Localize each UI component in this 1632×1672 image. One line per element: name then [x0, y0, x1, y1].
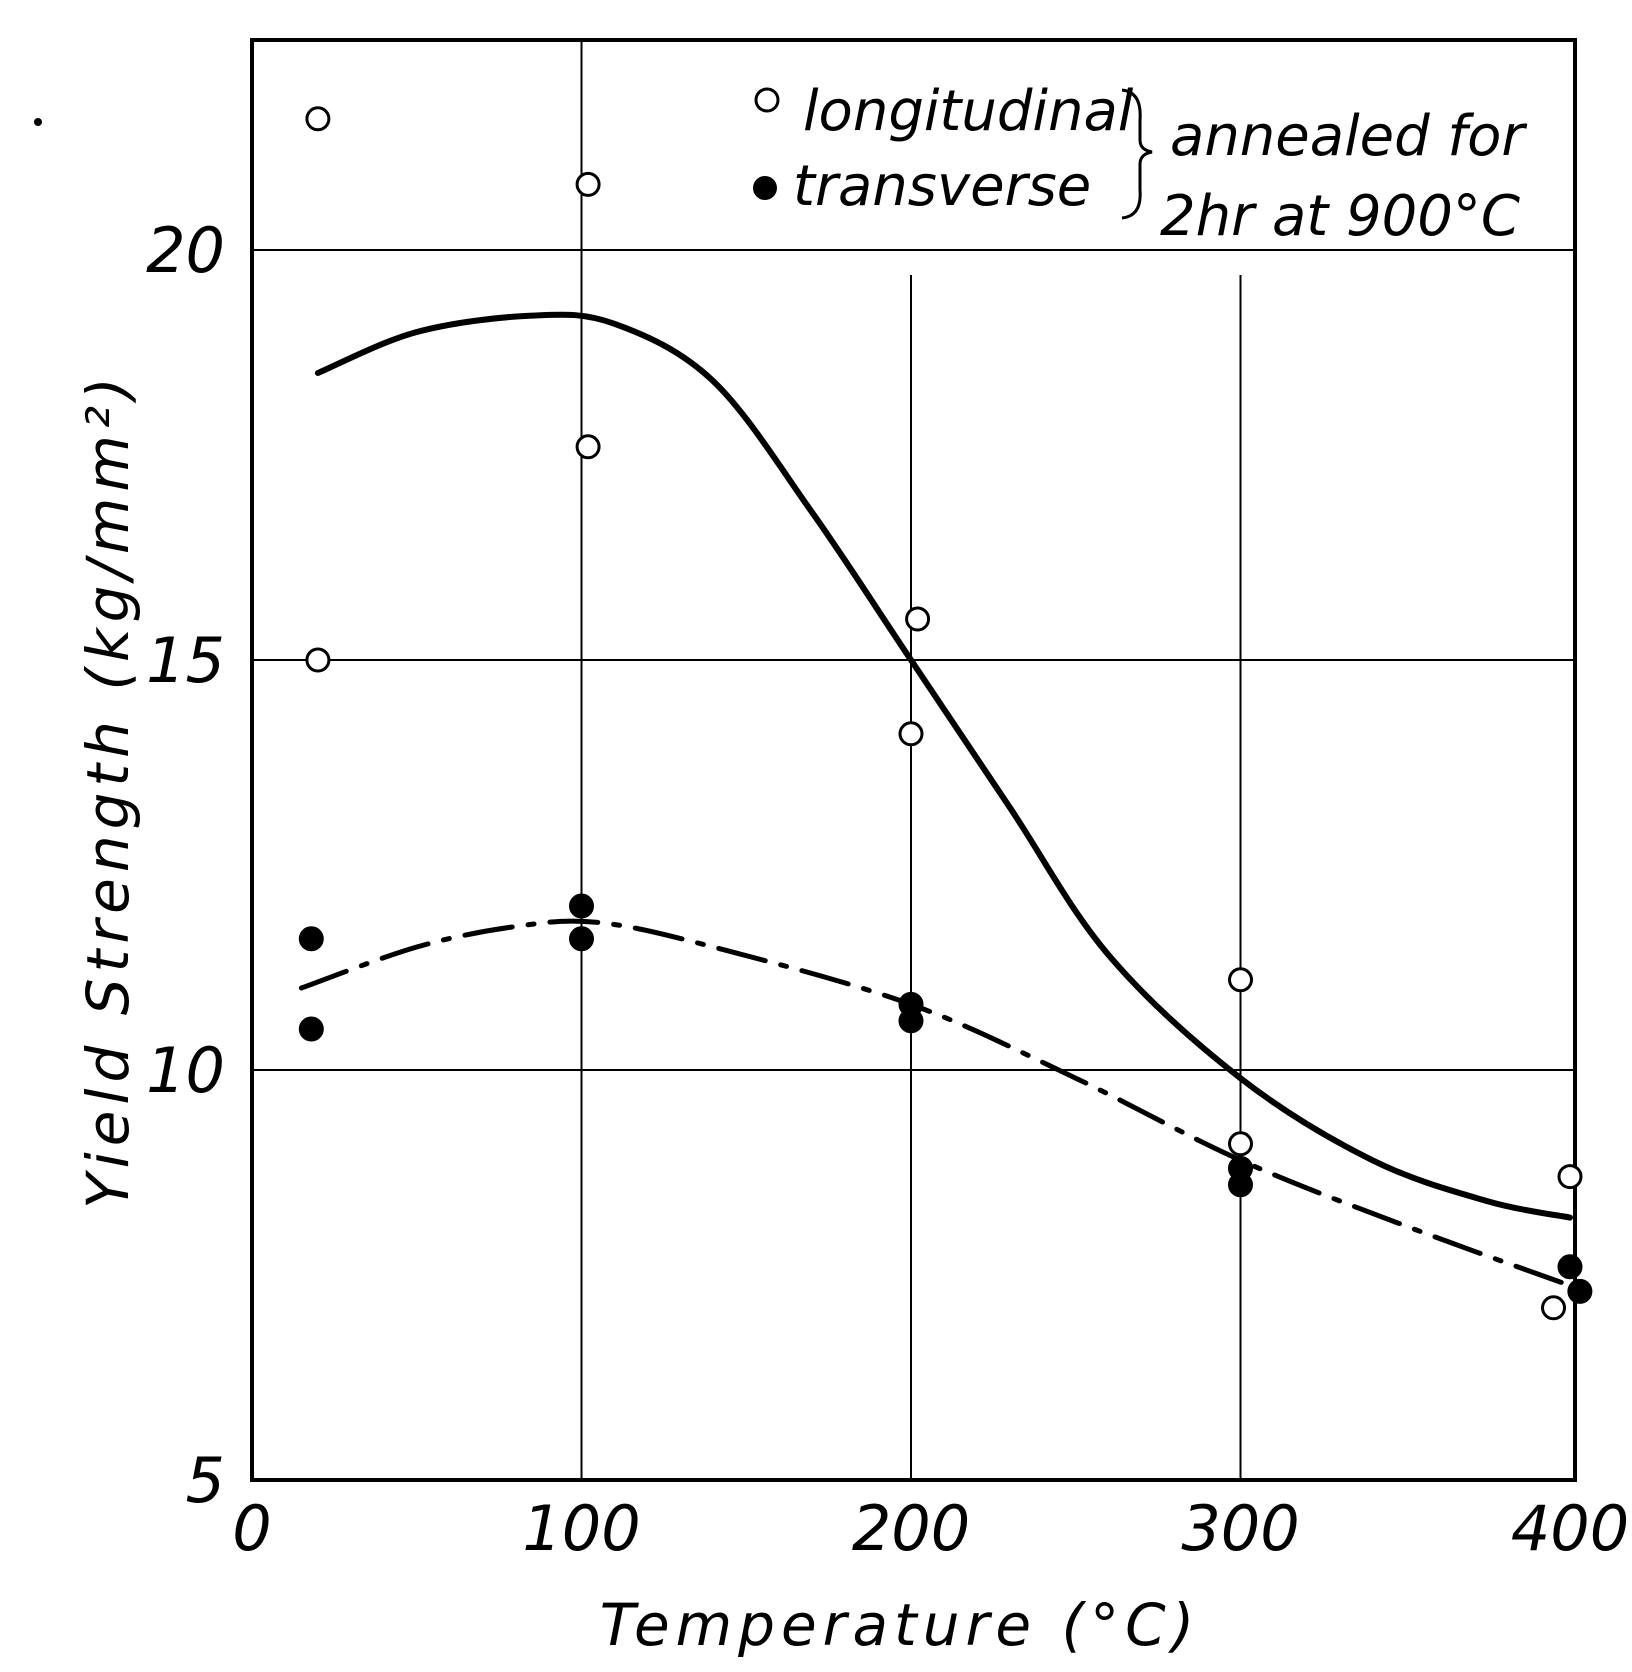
- transverse-point: [1567, 1278, 1593, 1304]
- fit-curves: [298, 311, 1589, 1294]
- y-tick-label: 5: [186, 1444, 225, 1517]
- longitudinal-fit-curve: [314, 311, 1573, 1221]
- longitudinal-point: [575, 434, 601, 460]
- x-axis-label: Temperature (°C): [600, 1591, 1201, 1659]
- legend-note-line2: 2hr at 900°C: [1160, 184, 1520, 249]
- plot-frame: [250, 38, 1577, 1482]
- transverse-point: [298, 926, 324, 952]
- transverse-point: [569, 893, 594, 919]
- y-tick-labels: 5 10 15 20: [146, 214, 225, 1517]
- transverse-point: [298, 1016, 324, 1042]
- longitudinal-point: [305, 647, 331, 673]
- y-tick-label: 10: [146, 1034, 225, 1107]
- legend-note-line1: annealed for: [1170, 104, 1527, 169]
- legend-filled-circle-marker: [753, 176, 777, 200]
- legend-entry-transverse: transverse: [793, 154, 1091, 219]
- longitudinal-point: [1541, 1295, 1567, 1321]
- longitudinal-point: [898, 721, 924, 747]
- x-tick-label: 0: [232, 1492, 271, 1565]
- legend-entry-longitudinal: longitudinal: [803, 79, 1134, 144]
- legend-open-circle-marker: [754, 87, 780, 113]
- longitudinal-point: [305, 106, 331, 132]
- scan-speck: [34, 118, 42, 126]
- legend: longitudinal transverse annealed for 2hr…: [753, 79, 1527, 249]
- longitudinal-point: [1557, 1164, 1583, 1190]
- transverse-point: [569, 926, 594, 952]
- y-axis-label: Yield Strength (kg/mm²): [74, 371, 142, 1209]
- x-tick-labels: 0 100 200 300 400: [232, 1492, 1629, 1565]
- grid-lines: [252, 40, 1575, 1480]
- transverse-point: [898, 1008, 924, 1034]
- data-points: [298, 106, 1593, 1321]
- longitudinal-point: [575, 171, 601, 197]
- y-tick-label: 15: [146, 624, 225, 697]
- y-tick-label: 20: [146, 214, 225, 287]
- longitudinal-point: [905, 606, 931, 632]
- x-tick-label: 400: [1511, 1492, 1629, 1565]
- longitudinal-point: [1228, 967, 1253, 993]
- longitudinal-point: [1228, 1131, 1253, 1157]
- transverse-point: [1557, 1254, 1583, 1280]
- transverse-point: [1228, 1172, 1253, 1198]
- transverse-fit-curve: [298, 918, 1589, 1294]
- x-tick-label: 200: [852, 1492, 970, 1565]
- legend-brace: [1121, 88, 1153, 220]
- x-tick-label: 100: [522, 1492, 640, 1565]
- x-tick-label: 300: [1181, 1492, 1299, 1565]
